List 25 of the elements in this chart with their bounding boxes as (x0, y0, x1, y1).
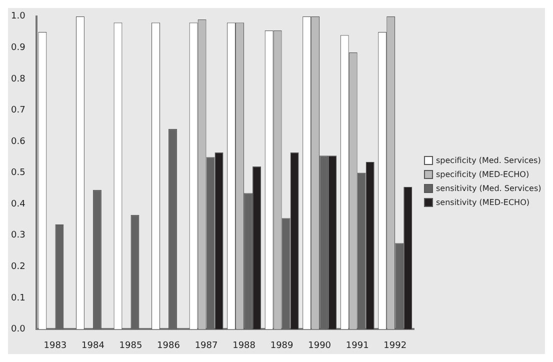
x-tick-label: 1986 (157, 340, 180, 351)
x-tick-label: 1990 (308, 340, 332, 351)
y-tick-label: 0.1 (10, 293, 26, 304)
y-tick-label: 1.0 (10, 12, 26, 22)
x-tick-label: 1985 (119, 340, 142, 351)
y-tick-label: 0.5 (10, 168, 26, 178)
y-tick-label: 0.8 (10, 74, 26, 84)
y-tick-label: 0.7 (10, 106, 26, 116)
legend-label: specificity (MED-ECHO) (436, 170, 530, 178)
y-tick-label: 0.4 (10, 199, 26, 210)
legend-label: specificity (Med. Services) (436, 156, 541, 164)
x-tick-label: 1988 (232, 340, 256, 351)
y-tick-label: 0.9 (10, 43, 26, 54)
legend-label: sensitivity (MED-ECHO) (436, 198, 530, 206)
x-tick-label: 1983 (44, 340, 67, 351)
y-tick-label: 0.0 (10, 324, 26, 335)
x-tick-label: 1984 (82, 340, 105, 351)
y-tick-label: 0.6 (10, 136, 26, 147)
x-tick-label: 1989 (270, 340, 294, 351)
y-tick-label: 0.3 (10, 230, 26, 241)
x-tick-label: 1987 (194, 340, 218, 351)
y-tick-label: 0.2 (10, 262, 26, 272)
x-tick-label: 1992 (384, 340, 407, 351)
legend-label: sensitivity (Med. Services) (436, 184, 542, 192)
x-tick-label: 1991 (346, 340, 369, 351)
